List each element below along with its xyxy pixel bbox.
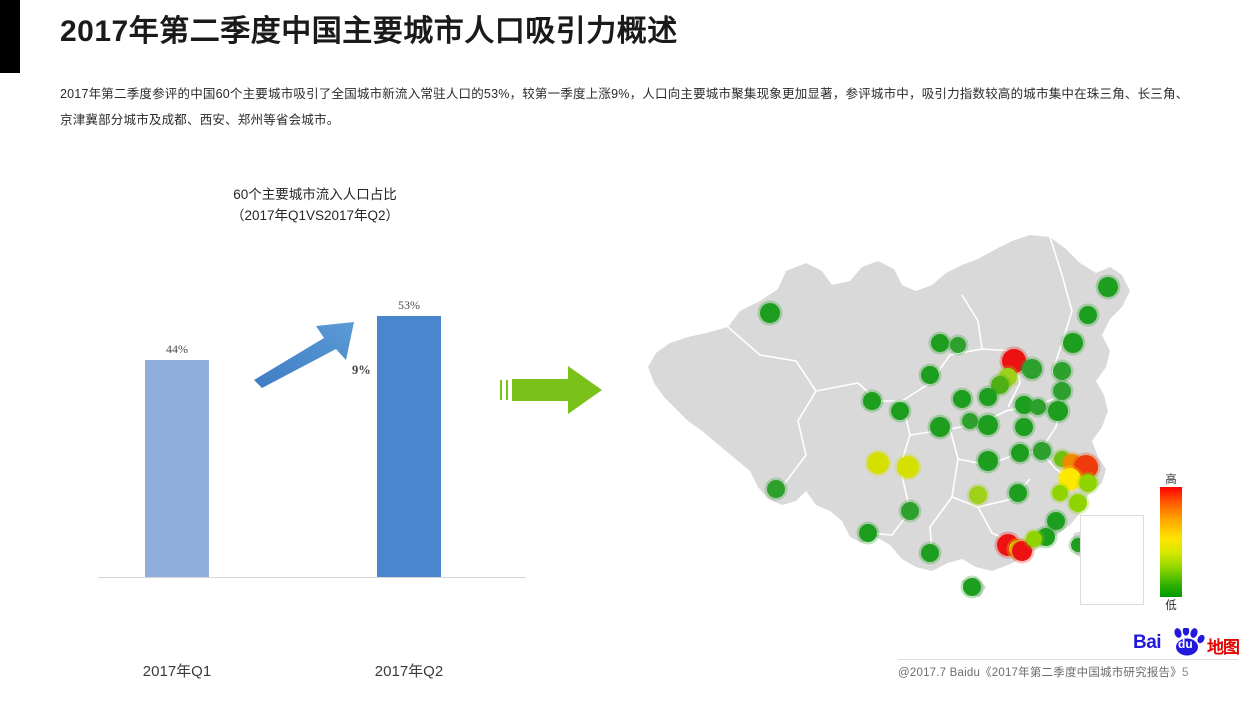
map-marker-changchun[interactable]	[1079, 306, 1097, 324]
baidu-ditu-text: 地图	[1207, 638, 1240, 657]
chart-axis-line	[98, 577, 526, 578]
map-marker-baotou[interactable]	[950, 337, 966, 353]
chart-title-line1: 60个主要城市流入人口占比	[233, 187, 397, 202]
chart-title: 60个主要城市流入人口占比 （2017年Q1VS2017年Q2）	[90, 185, 540, 227]
footer-copyright: @2017.7 Baidu《2017年第二季度中国城市研究报告》	[898, 667, 1182, 679]
map-marker-fuzhou[interactable]	[1047, 512, 1065, 530]
map-marker-wuhan[interactable]	[978, 451, 998, 471]
map-marker-shantou[interactable]	[1026, 531, 1042, 547]
accent-bar	[0, 0, 20, 73]
bar-2017-q2	[377, 316, 441, 577]
bar-value-q2: 53%	[398, 298, 420, 312]
bar-chart: 60个主要城市流入人口占比 （2017年Q1VS2017年Q2） 9% 44% …	[90, 180, 540, 680]
map-marker-kunming[interactable]	[859, 524, 877, 542]
map-marker-wenzhou[interactable]	[1069, 494, 1087, 512]
map-marker-shanghai[interactable]	[1074, 455, 1098, 479]
map-marker-taiyuan[interactable]	[953, 390, 971, 408]
map-marker-lanzhou[interactable]	[891, 402, 909, 420]
baidu-bai-text: Bai	[1133, 632, 1162, 653]
map-marker-xian[interactable]	[930, 417, 950, 437]
baidu-du-text: du	[1178, 637, 1193, 651]
map-marker-chongqing[interactable]	[897, 456, 919, 478]
map-marker-yantai[interactable]	[1053, 382, 1071, 400]
map-marker-tianjin[interactable]	[1022, 359, 1042, 379]
map-marker-guiyang[interactable]	[901, 502, 919, 520]
baidu-maps-logo: Bai du 地图	[1133, 628, 1241, 658]
body-copy: 2017年第二季度参评的中国60个主要城市吸引了全国城市新流入常驻人口的53%，…	[60, 82, 1200, 133]
map-marker-qingdao[interactable]	[1048, 401, 1068, 421]
map-marker-hefei[interactable]	[1011, 444, 1029, 462]
map-marker-yinchuan[interactable]	[921, 366, 939, 384]
map-marker-shenyang[interactable]	[1063, 333, 1083, 353]
map-marker-urumqi[interactable]	[760, 303, 780, 323]
map-marker-changsha[interactable]	[969, 486, 987, 504]
map-marker-zhengzhou[interactable]	[978, 415, 998, 435]
footer-page-number: 5	[1181, 667, 1189, 679]
map-marker-ningbo[interactable]	[1079, 474, 1097, 492]
map-marker-haikou[interactable]	[963, 578, 981, 596]
body-paragraph: 2017年第二季度参评的中国60个主要城市吸引了全国城市新流入常驻人口的53%，…	[60, 87, 1189, 127]
page-title: 2017年第二季度中国主要城市人口吸引力概述	[60, 15, 678, 48]
category-label-q2: 2017年Q2	[374, 663, 444, 680]
map-marker-jinan[interactable]	[1015, 396, 1033, 414]
category-label-q1: 2017年Q1	[142, 663, 212, 680]
map-marker-hangzhou[interactable]	[1059, 468, 1081, 490]
map-marker-hohhot[interactable]	[931, 334, 949, 352]
footer-divider	[898, 659, 1238, 660]
chart-plot-area: 9% 44% 53% 2017年Q1 2017年Q2	[90, 258, 540, 680]
map-marker-nanning[interactable]	[921, 544, 939, 562]
china-map-svg	[648, 235, 1130, 599]
map-marker-chengdu[interactable]	[867, 452, 889, 474]
growth-arrow-icon	[254, 322, 354, 388]
bar-value-q1: 44%	[166, 342, 188, 356]
growth-value-label: 9%	[352, 363, 371, 377]
map-marker-nanjing[interactable]	[1033, 442, 1051, 460]
map-marker-dalian[interactable]	[1053, 362, 1071, 380]
map-marker-xuzhou[interactable]	[1015, 418, 1033, 436]
map-markers	[757, 274, 1121, 599]
map-marker-shenzhen[interactable]	[1012, 541, 1032, 561]
legend-gradient-bar	[1160, 487, 1182, 597]
map-legend: 高 低	[1160, 474, 1182, 612]
map-marker-lhasa[interactable]	[767, 480, 785, 498]
bar-2017-q1	[145, 360, 209, 577]
map-marker-xining[interactable]	[863, 392, 881, 410]
map-inset-box	[1080, 515, 1144, 605]
footer-text: @2017.7 Baidu《2017年第二季度中国城市研究报告》5	[898, 664, 1243, 680]
legend-low-label: 低	[1165, 600, 1177, 612]
flow-arrow-icon	[500, 366, 602, 414]
map-marker-zibo[interactable]	[1030, 399, 1046, 415]
chart-title-line2: （2017年Q1VS2017年Q2）	[230, 207, 400, 223]
china-map	[610, 215, 1210, 635]
map-marker-luoyang[interactable]	[962, 413, 978, 429]
map-marker-shijiazhuang[interactable]	[979, 388, 997, 406]
baidu-paw-icon	[1174, 628, 1205, 656]
map-marker-jinhua[interactable]	[1052, 485, 1068, 501]
map-marker-harbin[interactable]	[1098, 277, 1118, 297]
legend-high-label: 高	[1165, 474, 1177, 486]
map-marker-beijing[interactable]	[1002, 349, 1026, 373]
map-marker-nanchang[interactable]	[1009, 484, 1027, 502]
map-marker-baoding[interactable]	[991, 376, 1009, 394]
